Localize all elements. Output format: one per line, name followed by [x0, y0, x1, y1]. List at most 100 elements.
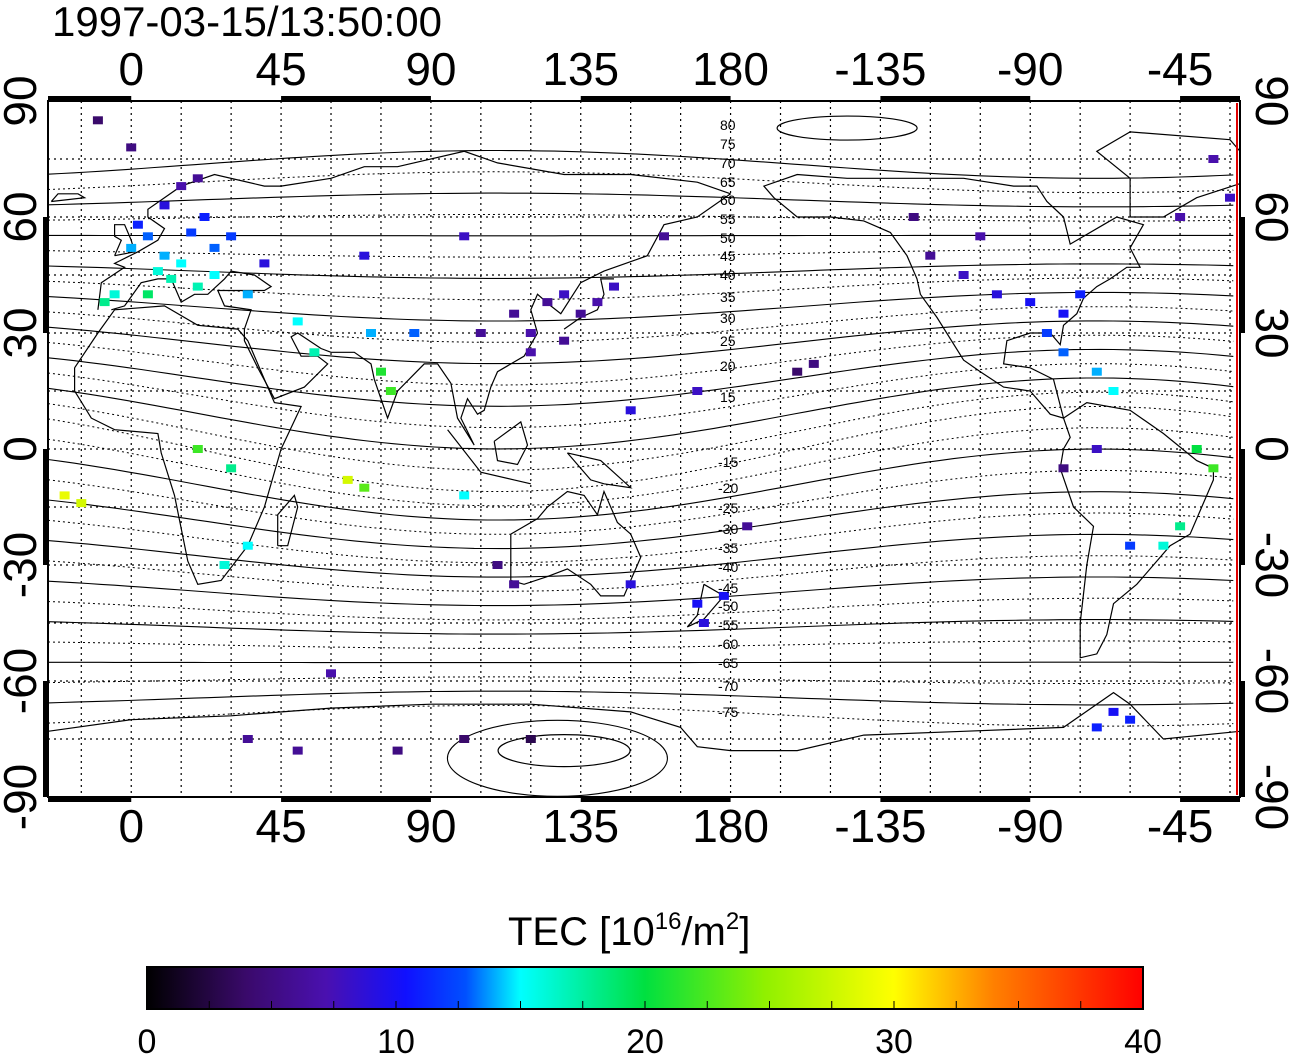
- contour-label: 55: [720, 211, 736, 227]
- tec-point: [226, 232, 237, 241]
- tec-point: [309, 348, 320, 357]
- frame-tick-bar-left: [43, 681, 48, 797]
- contour-label: 45: [720, 248, 736, 264]
- tec-point: [692, 599, 703, 608]
- tec-point: [1091, 445, 1102, 453]
- y-tick-label-left: 30: [0, 307, 46, 358]
- tec-point: [152, 267, 163, 276]
- contour-line: [48, 469, 1234, 535]
- tec-point: [219, 561, 230, 569]
- frame-tick-bar-top: [48, 96, 132, 101]
- y-axis-left-labels: 90 60 30 0 -30 -60 -90: [0, 75, 46, 830]
- contour-label: -50: [718, 598, 738, 614]
- contour-label: 15: [720, 389, 736, 405]
- y-tick-label-left: 0: [0, 436, 46, 462]
- tec-point: [492, 561, 503, 569]
- tec-point: [109, 290, 120, 299]
- tec-point: [692, 387, 703, 395]
- contour-label: -55: [718, 617, 738, 633]
- tec-point: [509, 580, 520, 589]
- frame-tick-bar-top: [580, 96, 731, 101]
- tec-point: [525, 735, 536, 743]
- chart-title: 1997-03-15/13:50:00: [52, 0, 442, 45]
- tec-point: [142, 290, 153, 299]
- tec-point: [159, 201, 170, 210]
- contour-label: 60: [720, 192, 736, 208]
- contour-line: [48, 619, 1234, 635]
- tec-point: [1075, 290, 1086, 299]
- contour-line: [48, 690, 1234, 706]
- contour-ellipse-south: [497, 733, 631, 768]
- contour-label: -65: [718, 655, 738, 671]
- tec-point: [1025, 298, 1036, 307]
- colorbar-tick-label: 10: [377, 1023, 415, 1057]
- tec-point: [99, 298, 110, 307]
- contour-line: [48, 427, 1234, 507]
- contour-line: [48, 391, 1234, 471]
- tec-point: [92, 116, 103, 125]
- frame-tick-bar-bottom: [580, 797, 731, 802]
- x-axis-bottom-labels: 0 45 90 135 180 -135 -90 -45: [118, 800, 1213, 852]
- tec-point: [1108, 707, 1119, 716]
- y-tick-label-left: 90: [0, 75, 46, 126]
- tec-point: [559, 336, 570, 345]
- contour-line: [48, 406, 1234, 492]
- colorbar-ticks: 0 10 20 30 40: [138, 1001, 1162, 1057]
- tec-point: [1041, 329, 1052, 337]
- x-tick-label-top: 180: [692, 43, 769, 95]
- tec-point: [1058, 464, 1069, 473]
- frame-tick-bar-right: [1240, 449, 1245, 565]
- coastline: [277, 494, 299, 547]
- x-axis-top-labels: 0 45 90 135 180 -135 -90 -45: [118, 43, 1213, 95]
- tec-point: [958, 271, 969, 279]
- frame-tick-bar-bottom: [1180, 797, 1240, 802]
- y-tick-label-left: -90: [0, 764, 46, 830]
- tec-point: [1175, 522, 1186, 531]
- tec-point: [59, 491, 70, 500]
- contour-line: [48, 377, 1234, 450]
- frame-tick-bar-top: [880, 96, 1031, 101]
- x-tick-label-bottom: 135: [542, 800, 619, 852]
- tec-point: [1208, 155, 1219, 163]
- tec-point: [132, 220, 143, 229]
- tec-point: [242, 290, 253, 299]
- coastline: [566, 452, 633, 489]
- tec-point: [1091, 723, 1102, 732]
- coastline: [510, 489, 642, 597]
- contour-line: [48, 149, 1234, 179]
- tec-point: [242, 541, 253, 550]
- tec-point: [525, 348, 536, 357]
- tec-point: [1125, 541, 1136, 550]
- tec-point: [385, 387, 396, 395]
- tec-point: [376, 367, 386, 376]
- x-tick-label-bottom: 0: [118, 800, 144, 852]
- contour-ellipse-north: [776, 115, 918, 141]
- colorbar-tick-label: 40: [1124, 1023, 1162, 1057]
- contour-label: -70: [718, 678, 738, 694]
- x-tick-label-bottom: -90: [997, 800, 1063, 852]
- coastline: [1095, 131, 1240, 218]
- tec-point: [742, 522, 753, 531]
- colorbar-title: TEC [1016/m2]: [508, 908, 750, 954]
- contour-label: 25: [720, 333, 736, 349]
- x-tick-label-bottom: -135: [834, 800, 926, 852]
- frame-tick-bar-right: [1240, 681, 1245, 797]
- frame-tick-bar-bottom: [880, 797, 1031, 802]
- contour-line: [48, 576, 1234, 607]
- y-tick-label-right: -30: [1246, 532, 1292, 598]
- tec-point: [975, 232, 986, 241]
- tec-point: [1175, 213, 1186, 221]
- contour-line: [48, 533, 1234, 578]
- contour-line: [48, 363, 1234, 429]
- tec-point: [459, 735, 470, 743]
- contour-line: [48, 320, 1234, 365]
- contour-label: -35: [718, 540, 738, 556]
- x-tick-label-top: -45: [1147, 43, 1213, 95]
- tec-point: [292, 746, 303, 755]
- y-tick-label-right: 30: [1246, 307, 1292, 358]
- x-tick-label-bottom: -45: [1147, 800, 1213, 852]
- y-tick-label-right: 60: [1246, 191, 1292, 242]
- contour-label: -60: [718, 636, 738, 652]
- coastline: [447, 429, 531, 485]
